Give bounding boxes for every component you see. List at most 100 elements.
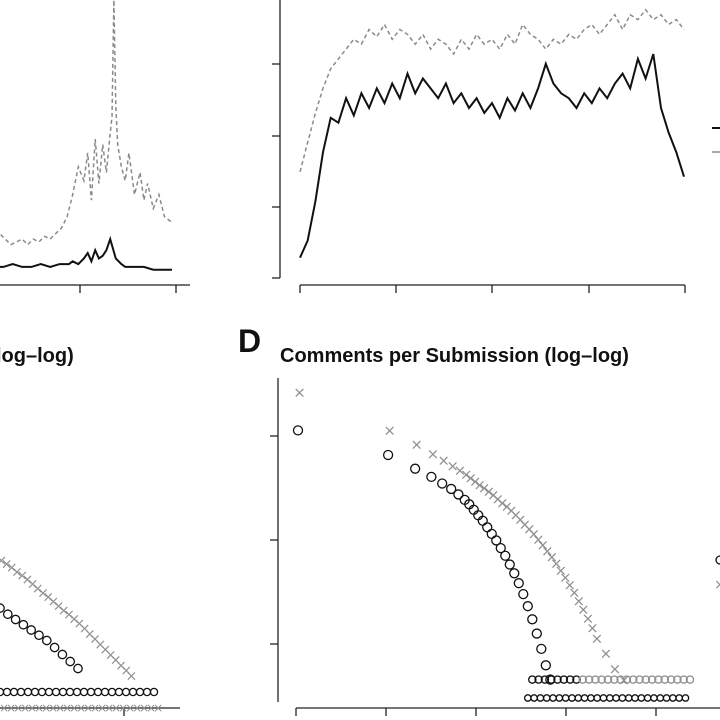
- scatter-point-circle: [528, 675, 537, 684]
- scatter-point-circle: [612, 694, 620, 702]
- scatter-point-circle: [0, 603, 5, 613]
- scatter-point-cross: ×: [618, 671, 631, 689]
- scatter-point-cross: ×: [48, 701, 58, 715]
- scatter-point-circle: [540, 660, 551, 671]
- scatter-point-circle: [26, 625, 37, 635]
- scatter-point-cross: ×: [559, 568, 572, 586]
- scatter-point-circle: [121, 687, 131, 697]
- scatter-point-cross: ×: [383, 422, 396, 440]
- scatter-point-cross: ×: [568, 584, 581, 602]
- scatter-point-circle: [637, 694, 646, 702]
- legend-circle-mark: [715, 555, 720, 565]
- scatter-point-cross: ×: [74, 616, 86, 632]
- scatter-point-cross: ×: [132, 701, 142, 715]
- scatter-point-circle: [580, 694, 589, 702]
- scatter-point-circle: [553, 675, 562, 684]
- scatter-point-circle: [34, 630, 44, 641]
- scatter-point-cross: ×: [55, 701, 65, 715]
- scatter-point-circle: [149, 687, 159, 697]
- scatter-point-circle: [491, 535, 502, 546]
- scatter-point-circle: [622, 675, 632, 684]
- scatter-point-circle: [73, 663, 83, 674]
- scatter-point-cross: ×: [487, 486, 500, 504]
- scatter-point-circle: [669, 694, 677, 702]
- top-left-solid-series-line: [0, 235, 172, 271]
- scatter-point-cross: ×: [100, 642, 112, 658]
- scatter-point-cross: ×: [16, 568, 28, 584]
- scatter-point-circle: [523, 694, 532, 702]
- panel-d-letter: D: [238, 323, 261, 359]
- scatter-point-cross: ×: [110, 653, 122, 669]
- scatter-point-circle: [23, 687, 33, 697]
- top-right-panel: [272, 0, 720, 293]
- scatter-point-cross: ×: [505, 502, 518, 520]
- scatter-point-circle: [599, 694, 608, 702]
- scatter-point-cross: ×: [146, 701, 156, 715]
- scatter-point-circle: [65, 656, 76, 667]
- scatter-point-circle: [536, 694, 545, 702]
- scatter-point-cross: ×: [509, 506, 522, 524]
- scatter-point-circle: [650, 694, 658, 702]
- scatter-point-cross: ×: [600, 645, 613, 663]
- scatter-point-circle: [628, 675, 638, 684]
- scatter-point-circle: [10, 614, 21, 625]
- panel-c: log–log) ×××××××××××××××××××××××××××××××…: [0, 345, 180, 716]
- scatter-point-cross: ×: [34, 701, 44, 715]
- scatter-point-circle: [135, 687, 145, 697]
- scatter-point-cross: ×: [125, 701, 135, 715]
- scatter-point-cross: ×: [1, 556, 13, 572]
- scatter-point-cross: ×: [115, 658, 127, 674]
- scatter-point-cross: ×: [42, 590, 54, 606]
- scatter-point-circle: [654, 675, 663, 684]
- scatter-point-circle: [382, 449, 394, 461]
- scatter-point-circle: [666, 675, 676, 684]
- scatter-point-circle: [565, 675, 575, 684]
- scatter-point-cross: ×: [139, 701, 149, 715]
- scatter-point-circle: [30, 687, 40, 697]
- scatter-point-cross: ×: [126, 668, 138, 684]
- scatter-point-cross: ×: [537, 536, 550, 554]
- scatter-point-cross: ×: [469, 473, 482, 491]
- scatter-point-cross: ×: [564, 576, 577, 594]
- scatter-point-cross: ×: [577, 601, 590, 619]
- scatter-point-circle: [9, 687, 19, 697]
- scatter-point-circle: [18, 619, 29, 630]
- scatter-point-cross: ×: [20, 701, 30, 715]
- scatter-point-cross: ×: [437, 452, 450, 470]
- scatter-point-circle: [51, 687, 61, 697]
- scatter-point-cross: ×: [120, 663, 132, 679]
- scatter-point-circle: [93, 687, 103, 697]
- scatter-point-circle: [540, 675, 550, 684]
- scatter-point-circle: [679, 675, 688, 684]
- scatter-point-circle: [518, 588, 529, 600]
- scatter-point-cross: ×: [454, 462, 467, 480]
- panel-d-floor-points: [523, 675, 695, 702]
- scatter-point-circle: [572, 675, 581, 684]
- scatter-point-cross: ×: [76, 701, 86, 715]
- scatter-point-cross: ×: [464, 469, 477, 487]
- scatter-point-cross: ×: [68, 612, 80, 628]
- scatter-point-circle: [531, 628, 542, 639]
- scatter-point-cross: ×: [478, 479, 491, 497]
- scatter-point-cross: ×: [41, 701, 51, 715]
- scatter-point-cross: ×: [69, 701, 79, 715]
- scatter-point-circle: [555, 694, 564, 702]
- scatter-point-circle: [561, 694, 570, 702]
- scatter-point-circle: [446, 483, 457, 495]
- scatter-point-cross: ×: [37, 585, 49, 601]
- top-right-dashed-series-line: [299, 8, 685, 172]
- scatter-point-cross: ×: [541, 542, 554, 560]
- scatter-point-circle: [656, 694, 665, 702]
- scatter-point-circle: [568, 694, 576, 702]
- scatter-point-circle: [453, 489, 464, 500]
- scatter-point-circle: [65, 687, 75, 697]
- scatter-point-circle: [549, 694, 557, 702]
- scatter-point-cross: ×: [13, 701, 23, 715]
- scatter-point-circle: [681, 694, 690, 702]
- scatter-point-circle: [495, 542, 506, 554]
- scatter-point-circle: [100, 687, 110, 697]
- scatter-point-circle: [643, 694, 652, 702]
- scatter-point-circle: [631, 694, 639, 702]
- scatter-point-cross: ×: [532, 531, 545, 549]
